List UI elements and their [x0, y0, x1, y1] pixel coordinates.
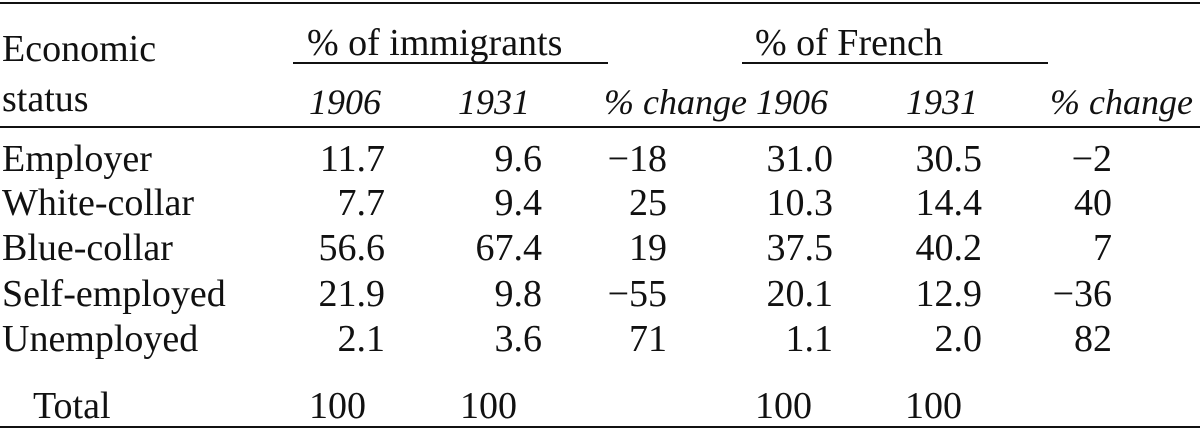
table-cell: 9.4 — [494, 182, 543, 224]
table-cell: 1.1 — [785, 318, 834, 360]
table-cell: 10.3 — [766, 182, 834, 224]
subheader-1906-french: 1906 — [756, 82, 828, 122]
group-header-french: % of French — [755, 22, 943, 64]
row-label: Unemployed — [2, 318, 199, 360]
table-cell: −2 — [1071, 138, 1112, 180]
table-cell: 31.0 — [766, 138, 834, 180]
stub-header-line-2: status — [2, 78, 89, 120]
table-cell: 14.4 — [915, 182, 983, 224]
row-label: Self-employed — [2, 273, 226, 315]
table-cell: 3.6 — [494, 318, 543, 360]
subheader-change-french: % change — [1050, 82, 1193, 122]
table-cell: −18 — [607, 138, 667, 180]
group-rule-immigrants — [293, 62, 608, 64]
table-cell: 56.6 — [318, 227, 386, 269]
table-cell: 82 — [1074, 318, 1112, 360]
table-cell: 19 — [629, 227, 667, 269]
header-rule — [0, 126, 1200, 128]
stub-header-line-1: Economic — [2, 28, 157, 70]
subheader-1906-immigrants: 1906 — [309, 82, 381, 122]
row-label: Blue-collar — [2, 227, 173, 269]
table-cell: 7.7 — [337, 182, 386, 224]
table-cell: 9.8 — [494, 273, 543, 315]
table-cell: 30.5 — [915, 138, 983, 180]
subheader-1931-french: 1931 — [906, 82, 978, 122]
top-rule — [0, 2, 1200, 4]
bottom-rule — [0, 426, 1200, 428]
table-cell: 67.4 — [475, 227, 543, 269]
table-cell: −36 — [1052, 273, 1112, 315]
table-cell: 7 — [1093, 227, 1112, 269]
total-cell: 100 — [755, 385, 812, 427]
table-cell: 2.0 — [934, 318, 983, 360]
row-label: White-collar — [2, 182, 195, 224]
table-cell: 12.9 — [915, 273, 983, 315]
group-rule-french — [742, 62, 1048, 64]
table-cell: 40 — [1074, 182, 1112, 224]
table-cell: 21.9 — [318, 273, 386, 315]
subheader-1931-immigrants: 1931 — [458, 82, 530, 122]
total-cell: 100 — [460, 385, 517, 427]
table-cell: 25 — [629, 182, 667, 224]
table-cell: 71 — [629, 318, 667, 360]
total-cell: 100 — [905, 385, 962, 427]
table-cell: 11.7 — [319, 138, 385, 180]
group-header-immigrants: % of immigrants — [307, 22, 563, 64]
table-cell: 2.1 — [337, 318, 386, 360]
table-cell: 9.6 — [494, 138, 543, 180]
subheader-change-immigrants: % change — [604, 82, 747, 122]
table-cell: 40.2 — [915, 227, 983, 269]
table-cell: −55 — [607, 273, 667, 315]
total-label: Total — [33, 385, 111, 427]
table-cell: 37.5 — [766, 227, 834, 269]
total-cell: 100 — [309, 385, 366, 427]
row-label: Employer — [2, 138, 152, 180]
table-cell: 20.1 — [766, 273, 834, 315]
